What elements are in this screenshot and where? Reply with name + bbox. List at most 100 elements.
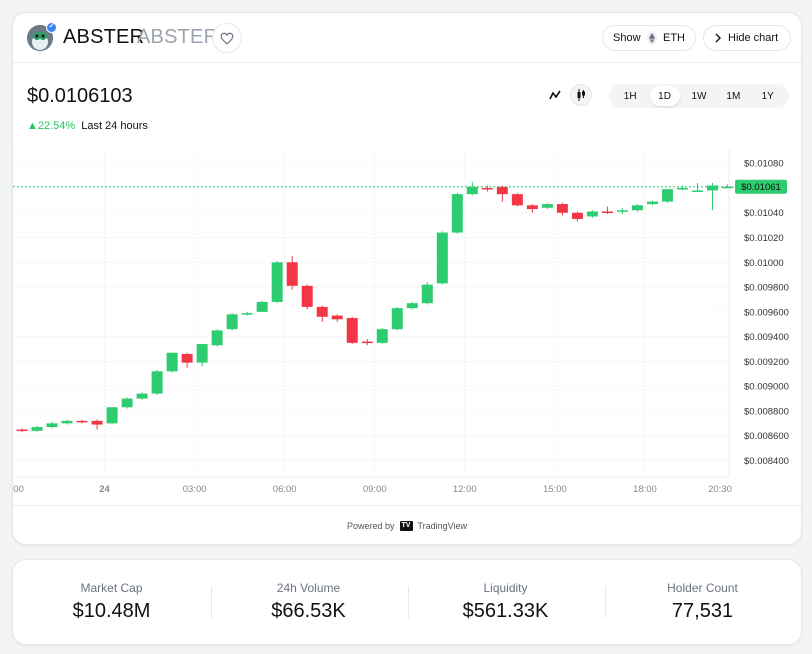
candle-body: [61, 420, 73, 424]
candle-body: [406, 303, 418, 309]
candle-body: [646, 201, 658, 205]
current-price-label: $0.01061: [741, 182, 781, 193]
candle-body: [331, 315, 343, 320]
stat-label: Holder Count: [667, 581, 738, 595]
candle-body: [436, 232, 448, 284]
candle-body: [226, 314, 238, 330]
candle-body: [376, 329, 388, 343]
candle-body: [166, 352, 178, 372]
hide-chart-label: Hide chart: [728, 32, 779, 44]
price-chart[interactable]: $0.01080$0.01060$0.01040$0.01020$0.01000…: [13, 149, 801, 495]
candle-body: [586, 211, 598, 217]
candle-body: [541, 204, 553, 208]
time-range-selector: 1H 1D 1W 1M 1Y: [609, 84, 789, 108]
candle-body: [601, 211, 613, 214]
stat-value: $561.33K: [462, 600, 549, 622]
line-chart-button[interactable]: [544, 84, 566, 106]
range-1w[interactable]: 1W: [691, 90, 707, 102]
candle-body: [316, 306, 328, 317]
x-tick-label: 20:30: [708, 484, 732, 495]
y-tick-label: $0.01020: [744, 233, 784, 244]
token-name: ABSTER: [63, 26, 145, 48]
price-change-value: 22.54%: [37, 120, 76, 132]
range-1y[interactable]: 1Y: [761, 90, 774, 102]
stat-liquidity: Liquidity $561.33K: [407, 560, 604, 646]
tradingview-link[interactable]: TradingView: [417, 520, 468, 531]
stat-value: 77,531: [671, 600, 734, 622]
show-label: Show: [613, 32, 641, 44]
x-tick-label: 1:00: [13, 484, 24, 495]
candle-body: [46, 423, 58, 428]
candle-body: [106, 407, 118, 424]
candle-body: [91, 420, 103, 425]
hide-chart-button[interactable]: Hide chart: [703, 25, 791, 51]
range-1h[interactable]: 1H: [623, 90, 637, 102]
candle-chart-button[interactable]: [570, 84, 592, 106]
stat-value: $66.53K: [271, 600, 346, 622]
candle-body: [451, 194, 463, 233]
favorite-button[interactable]: [212, 23, 242, 53]
candle-body: [151, 371, 163, 394]
show-currency: ETH: [663, 32, 685, 44]
price-change: ▲22.54% Last 24 hours: [27, 120, 148, 132]
y-tick-label: $0.009600: [744, 307, 789, 318]
candle-body: [571, 212, 583, 219]
candle-body: [76, 420, 88, 423]
stat-label: Market Cap: [80, 581, 143, 595]
x-tick-label: 18:00: [633, 484, 657, 495]
token-stats-card: Market Cap $10.48M 24h Volume $66.53K Li…: [12, 559, 802, 645]
x-tick-label: 24: [99, 484, 110, 495]
x-tick-label: 12:00: [453, 484, 477, 495]
x-tick-label: 03:00: [183, 484, 207, 495]
y-tick-label: $0.009000: [744, 382, 789, 393]
price-change-period: Last 24 hours: [81, 120, 148, 132]
candle-body: [181, 353, 193, 363]
stat-divider: [605, 586, 606, 618]
candle-body: [256, 301, 268, 312]
chart-type-toggle: [544, 84, 596, 108]
price-change-percent: ▲22.54%: [27, 120, 75, 132]
candle-body: [136, 393, 148, 399]
current-price: $0.0106103: [27, 85, 133, 107]
y-tick-label: $0.009200: [744, 357, 789, 368]
stat-24h-volume: 24h Volume $66.53K: [210, 560, 407, 646]
x-tick-label: 09:00: [363, 484, 387, 495]
candle-body: [481, 187, 493, 190]
candle-body: [421, 284, 433, 304]
candle-body: [631, 205, 643, 211]
stat-divider: [408, 586, 409, 618]
stat-value: $10.48M: [72, 600, 151, 622]
range-1d[interactable]: 1D: [649, 86, 680, 106]
range-1m[interactable]: 1M: [726, 90, 741, 102]
candle-body: [661, 189, 673, 202]
candle-body: [241, 313, 253, 315]
candlestick-icon: [577, 89, 585, 101]
stat-market-cap: Market Cap $10.48M: [13, 560, 210, 646]
verified-badge-icon: ✓: [46, 22, 57, 33]
candle-body: [691, 190, 703, 192]
candle-body: [271, 262, 283, 302]
candle-body: [721, 186, 733, 189]
y-tick-label: $0.009800: [744, 283, 789, 294]
x-tick-label: 15:00: [543, 484, 567, 495]
candle-body: [286, 262, 298, 286]
x-tick-label: 06:00: [273, 484, 297, 495]
triangle-up-icon: ▲: [27, 120, 38, 132]
stat-label: 24h Volume: [276, 581, 341, 595]
candle-body: [16, 429, 28, 432]
candle-body: [526, 205, 538, 210]
candle-body: [361, 341, 373, 344]
tradingview-logo-icon: TV: [399, 520, 413, 531]
powered-by-footer: Powered by TV TradingView: [13, 505, 801, 545]
candle-body: [496, 186, 508, 195]
candle-body: [676, 187, 688, 190]
candle-body: [466, 186, 478, 195]
y-tick-label: $0.01040: [744, 208, 784, 219]
token-symbol: ABSTER: [137, 26, 219, 48]
show-currency-button[interactable]: Show ETH: [602, 25, 696, 51]
y-tick-label: $0.008800: [744, 406, 789, 417]
token-chart-card: ✓ ABSTER ABSTER Show ETH Hide chart $0.0…: [12, 12, 802, 545]
y-tick-label: $0.009400: [744, 332, 789, 343]
stat-label: Liquidity: [483, 581, 528, 595]
line-chart-icon: [549, 90, 561, 100]
